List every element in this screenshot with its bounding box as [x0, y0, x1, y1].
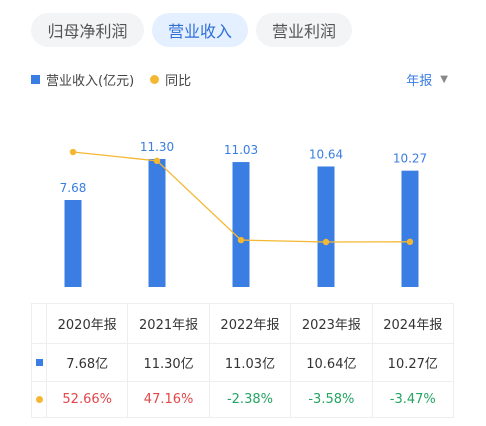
revenue-cell: 10.64亿 — [290, 343, 373, 382]
bar-value-label: 11.03 — [224, 143, 258, 157]
tab-net-profit[interactable]: 归母净利润 — [31, 13, 144, 47]
revenue-cell: 11.03亿 — [208, 343, 292, 382]
header-cell: 2024年报 — [371, 303, 455, 344]
yoy-cell: -3.47% — [371, 381, 455, 418]
caret-down-icon: ▼ — [440, 74, 448, 85]
yoy-cell: -3.58% — [290, 381, 373, 418]
tab-operating-profit[interactable]: 营业利润 — [256, 13, 352, 47]
bar-value-label: 10.27 — [393, 152, 427, 166]
revenue-bar — [232, 162, 250, 287]
revenue-chart: 7.68 11.30 11.03 10.64 10.27 — [60, 140, 427, 287]
yoy-cell: 47.16% — [127, 381, 210, 418]
yoy-point — [237, 236, 245, 244]
yoy-cell: -2.38% — [208, 381, 292, 418]
period-selector[interactable]: 年报 ▼ — [406, 70, 448, 89]
bar-value-label: 11.30 — [140, 140, 174, 154]
bar-value-label: 7.68 — [60, 181, 87, 195]
revenue-row-marker — [31, 343, 47, 382]
revenue-bar — [401, 170, 419, 287]
period-label: 年报 — [406, 74, 433, 89]
data-table: 2020年报 2021年报 2022年报 2023年报 2024年报 7.68亿… — [31, 303, 455, 418]
bar-value-label: 10.64 — [309, 147, 343, 161]
yoy-legend-label: 同比 — [165, 74, 192, 89]
header-cell: 2022年报 — [208, 303, 292, 344]
yoy-point — [153, 157, 161, 165]
yoy-row-marker — [31, 381, 47, 418]
yoy-point — [69, 148, 77, 156]
header-cell: 2020年报 — [45, 303, 129, 344]
revenue-cell: 11.30亿 — [127, 343, 210, 382]
header-cell: 2021年报 — [127, 303, 210, 344]
yoy-point — [406, 238, 414, 246]
yoy-cell: 52.66% — [45, 381, 129, 418]
table-header-row: 2020年报 2021年报 2022年报 2023年报 2024年报 — [31, 303, 455, 344]
header-corner — [31, 303, 47, 344]
revenue-bar — [317, 166, 335, 287]
revenue-row: 7.68亿 11.30亿 11.03亿 10.64亿 10.27亿 — [31, 343, 455, 382]
yoy-legend-marker — [150, 75, 160, 84]
revenue-bar — [64, 200, 82, 287]
square-icon — [35, 359, 43, 366]
revenue-cell: 10.27亿 — [371, 343, 455, 382]
tab-revenue[interactable]: 营业收入 — [152, 13, 248, 47]
revenue-cell: 7.68亿 — [45, 343, 129, 382]
chart-legend: 营业收入(亿元) 同比 — [31, 70, 191, 89]
metric-tabs: 归母净利润 营业收入 营业利润 — [31, 13, 352, 47]
revenue-legend-marker — [31, 75, 40, 84]
revenue-legend-label: 营业收入(亿元) — [46, 74, 135, 89]
revenue-bar — [148, 159, 166, 287]
dot-icon — [35, 396, 43, 403]
header-cell: 2023年报 — [290, 303, 373, 344]
yoy-point — [322, 238, 330, 246]
yoy-row: 52.66% 47.16% -2.38% -3.58% -3.47% — [31, 381, 455, 418]
